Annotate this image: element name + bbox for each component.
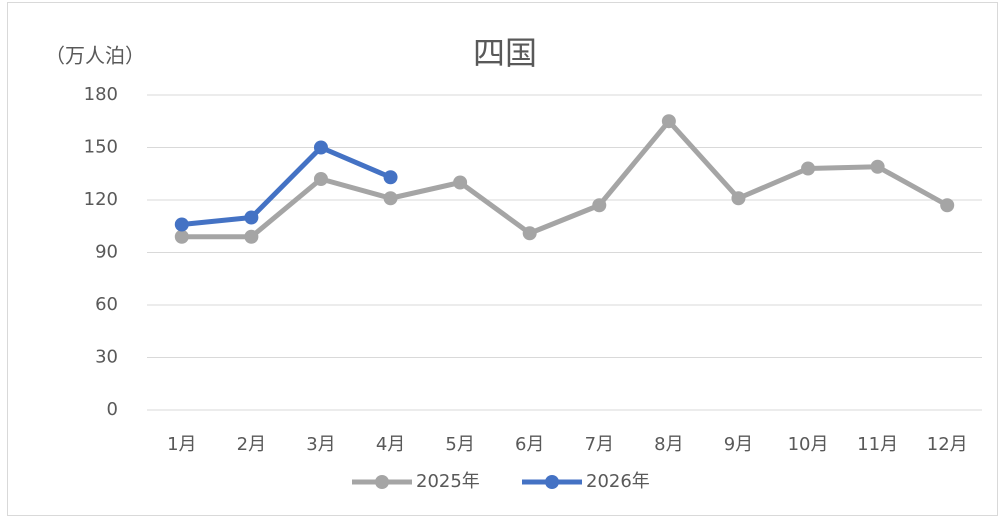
x-tick-label: 5月 — [445, 434, 474, 455]
point — [383, 191, 398, 206]
point — [522, 226, 537, 241]
series-line — [181, 145, 392, 227]
chart-border — [7, 2, 998, 516]
legend-label: 2026年 — [586, 471, 650, 492]
series-line — [181, 118, 949, 240]
legend: 2025年 2026年 — [352, 471, 650, 492]
x-tick-label: 11月 — [857, 434, 898, 455]
point — [661, 114, 676, 129]
y-tick-label: 0 — [107, 399, 118, 420]
legend-marker — [545, 475, 559, 489]
y-tick-label: 180 — [84, 84, 118, 105]
y-tick-label: 60 — [95, 294, 118, 315]
point — [174, 229, 189, 244]
y-axis-label: （万人泊） — [45, 44, 145, 68]
point — [592, 198, 607, 213]
point — [244, 229, 259, 244]
point — [731, 191, 746, 206]
x-tick-label: 3月 — [306, 434, 335, 455]
x-tick-label: 6月 — [515, 434, 544, 455]
point — [801, 161, 816, 176]
point — [174, 217, 189, 232]
x-tick-label: 12月 — [927, 434, 968, 455]
point — [244, 210, 259, 225]
y-tick-label: 30 — [95, 347, 118, 368]
point — [453, 175, 468, 190]
x-tick-label: 4月 — [376, 434, 405, 455]
x-tick-label: 8月 — [654, 434, 683, 455]
point — [940, 198, 955, 213]
point — [383, 170, 398, 185]
legend-marker — [375, 475, 389, 489]
point — [313, 140, 328, 155]
y-tick-label: 90 — [95, 242, 118, 263]
legend-label: 2025年 — [416, 471, 480, 492]
x-tick-label: 7月 — [585, 434, 614, 455]
x-tick-label: 9月 — [724, 434, 753, 455]
x-tick-label: 10月 — [788, 434, 829, 455]
x-tick-label: 2月 — [237, 434, 266, 455]
x-tick-label: 1月 — [167, 434, 196, 455]
y-tick-label: 150 — [84, 137, 118, 158]
point — [313, 172, 328, 186]
y-tick-label: 120 — [84, 189, 118, 210]
point — [870, 159, 885, 174]
chart-title: 四国 — [473, 34, 537, 72]
